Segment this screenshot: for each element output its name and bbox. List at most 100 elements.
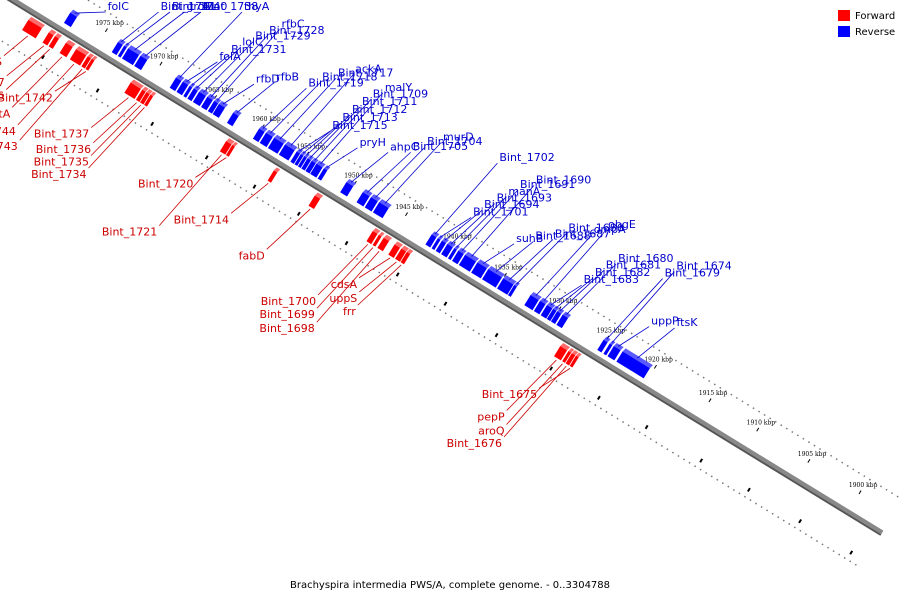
- gene-label-Bint_1736: Bint_1736: [36, 143, 91, 156]
- label-leader: [270, 82, 321, 134]
- gene-label-Bint_1720: Bint_1720: [138, 177, 193, 190]
- gene-Bint_1709: [305, 157, 319, 174]
- label-leader: [503, 365, 567, 438]
- gene-label-Bint_1688: Bint_1688: [535, 230, 590, 243]
- label-leader: [134, 11, 185, 51]
- gene-Bint_1680: [556, 311, 572, 329]
- label-leader: [618, 326, 650, 347]
- gene-top-face: [609, 340, 616, 346]
- gene-top-face: [394, 241, 404, 248]
- label-leader: [144, 11, 202, 57]
- backbone-shadow: [6, 0, 882, 536]
- gene-top-face: [233, 109, 242, 116]
- gene-label-folC: folC: [108, 0, 130, 13]
- gene-top-face: [362, 189, 373, 197]
- gene-body: [192, 91, 206, 107]
- label-leader: [637, 327, 675, 359]
- gene-valS: [22, 16, 45, 39]
- gene-kdtA: [59, 39, 76, 58]
- gene-body: [524, 294, 539, 311]
- gene-top-face: [431, 231, 440, 238]
- gene-top-face: [514, 281, 520, 287]
- gene-label-fabD: fabD: [239, 249, 265, 262]
- gene-top-face: [560, 343, 571, 351]
- genome-backbone: [6, 0, 884, 536]
- label-leader: [566, 263, 617, 315]
- gene-label-Bint_1747: Bint_1747: [0, 76, 5, 89]
- gene-body: [183, 85, 193, 98]
- gene-body: [207, 100, 219, 114]
- minor-tick: [252, 184, 257, 189]
- gene-body: [372, 234, 382, 247]
- gene-top-face: [189, 82, 196, 88]
- gene-body: [317, 168, 328, 181]
- gene-uppS: [395, 245, 410, 262]
- gene-top-face: [150, 91, 157, 97]
- minor-tick: [699, 458, 704, 463]
- label-leader: [126, 11, 171, 46]
- gene-label-manA: manA: [508, 185, 540, 198]
- gene-label-Bint_1744: Bint_1744: [0, 125, 16, 138]
- gene-body: [124, 82, 141, 100]
- backbone-line: [10, 0, 884, 535]
- gene-ahpC: [340, 179, 357, 197]
- gene-label-Bint_1731: Bint_1731: [231, 43, 286, 56]
- gene-top-face: [182, 78, 192, 86]
- gene-Bint_1747: [42, 29, 57, 46]
- gene-Bint_1743: [81, 53, 95, 69]
- label-leader: [191, 54, 230, 86]
- gene-label-Bint_1741: Bint_1741: [161, 0, 216, 13]
- gene-body: [212, 103, 226, 118]
- gene-label-Bint_1705: Bint_1705: [413, 140, 468, 153]
- gene-body: [59, 42, 73, 58]
- gene-body: [69, 49, 87, 66]
- gene-top-face: [311, 157, 319, 164]
- gene-Bint_1741: [111, 38, 126, 56]
- gene-top-face: [372, 228, 381, 234]
- label-leader: [316, 247, 374, 309]
- gene-top-face: [346, 179, 357, 187]
- gene-manA: [447, 245, 460, 261]
- gene-label-Bint_1680: Bint_1680: [618, 252, 673, 265]
- gene-label-rfbD: rfbD: [256, 72, 280, 85]
- gene-body: [372, 202, 389, 219]
- tick-mark: [807, 458, 811, 463]
- gene-labels: valS Bint_1747Bint_1746 kdtA Bint_1744 Bint_…: [0, 0, 732, 450]
- gene-body: [290, 151, 301, 164]
- label-leader: [88, 107, 145, 169]
- gene-label-Bint_1676: Bint_1676: [447, 437, 502, 450]
- gene-Bint_1729: [192, 88, 209, 107]
- gene-top-face: [557, 308, 565, 314]
- gene-Bint_1691: [452, 247, 467, 265]
- gene-top-face: [383, 234, 393, 242]
- tick-mark: [503, 272, 507, 277]
- gene-top-face: [553, 305, 560, 311]
- label-leader: [5, 49, 50, 90]
- gene-Bint_1737: [124, 79, 144, 100]
- gene-label-ahpC: ahpC: [390, 140, 419, 153]
- tick-label: 1905 kbp: [798, 451, 827, 458]
- minor-tick: [395, 272, 400, 277]
- tick-label: 1940 kbp: [443, 233, 472, 240]
- gene-body: [310, 163, 323, 178]
- label-leader: [320, 92, 384, 165]
- gene-body: [452, 250, 464, 265]
- gene-body: [597, 339, 608, 353]
- label-leader: [326, 147, 358, 168]
- gene-label-Bint_1704: Bint_1704: [427, 135, 482, 148]
- gene-body: [356, 192, 370, 207]
- tick-label: 1930 kbp: [549, 298, 578, 305]
- gene-label-Bint_1700: Bint_1700: [261, 295, 316, 308]
- legend: Forward Reverse: [838, 10, 895, 38]
- gene-top-face: [503, 275, 517, 285]
- tick-mark: [858, 490, 862, 495]
- gene-body: [135, 89, 146, 102]
- gene-label-Bint_1693: Bint_1693: [497, 192, 552, 205]
- label-leader: [196, 47, 241, 89]
- gene-top-face: [265, 129, 276, 137]
- gene-Bint_1731: [183, 82, 196, 98]
- legend-forward-label: Forward: [855, 11, 895, 22]
- gene-top-face: [406, 248, 414, 255]
- gene-label-Bint_1743: Bint_1743: [0, 140, 18, 153]
- label-leader: [186, 61, 218, 82]
